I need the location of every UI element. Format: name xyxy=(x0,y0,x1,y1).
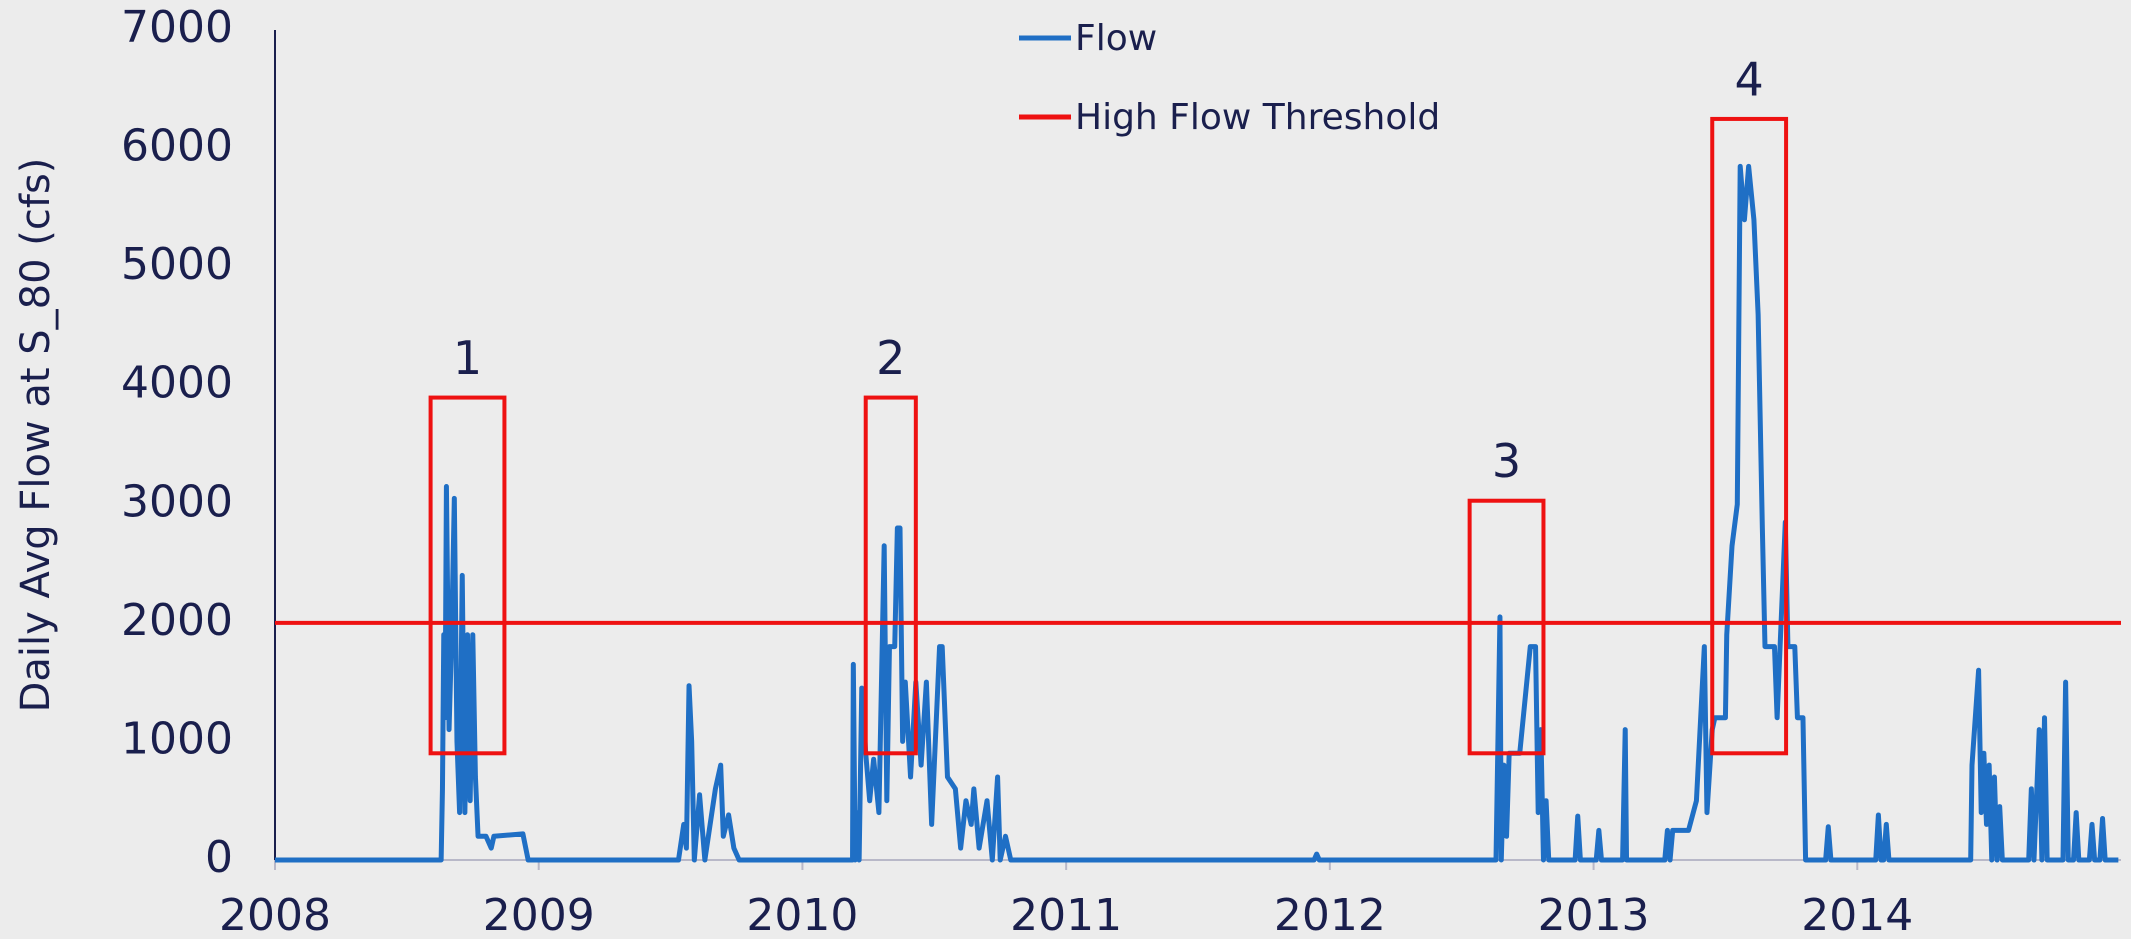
y-tick-label: 0 xyxy=(205,832,233,883)
x-tick-label: 2011 xyxy=(1010,890,1122,939)
x-tick-label: 2009 xyxy=(483,890,595,939)
legend-label: Flow xyxy=(1075,18,1157,59)
annotation-box xyxy=(428,395,507,756)
legend-label: High Flow Threshold xyxy=(1075,97,1440,138)
x-tick-label: 2014 xyxy=(1801,890,1913,939)
y-tick-label: 6000 xyxy=(121,121,233,172)
annotation-box xyxy=(1710,116,1789,756)
y-axis-title: Daily Avg Flow at S_80 (cfs) xyxy=(13,158,59,713)
annotation-box xyxy=(863,395,918,756)
annotation-box xyxy=(1467,498,1546,756)
annotation-label: 1 xyxy=(453,331,482,385)
y-tick-label: 5000 xyxy=(121,239,233,290)
x-tick-label: 2008 xyxy=(219,890,331,939)
y-tick-label: 4000 xyxy=(121,358,233,409)
x-tick-label: 2013 xyxy=(1538,890,1650,939)
annotation-label: 2 xyxy=(876,331,905,385)
y-tick-label: 2000 xyxy=(121,595,233,646)
y-tick-label: 3000 xyxy=(121,476,233,527)
x-tick-label: 2010 xyxy=(746,890,858,939)
y-tick-label: 1000 xyxy=(121,713,233,764)
y-tick-label: 7000 xyxy=(121,2,233,53)
annotation-label: 3 xyxy=(1492,434,1521,488)
x-tick-label: 2012 xyxy=(1274,890,1386,939)
data-line xyxy=(275,163,2119,863)
annotation-label: 4 xyxy=(1735,52,1764,106)
